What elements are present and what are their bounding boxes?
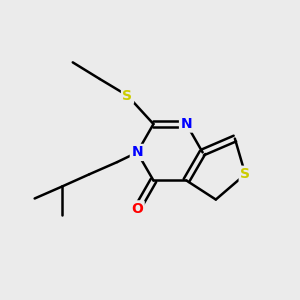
Text: S: S	[240, 167, 250, 181]
Text: O: O	[131, 202, 143, 216]
Text: S: S	[122, 88, 133, 103]
Text: N: N	[131, 146, 143, 159]
Text: N: N	[181, 117, 192, 131]
